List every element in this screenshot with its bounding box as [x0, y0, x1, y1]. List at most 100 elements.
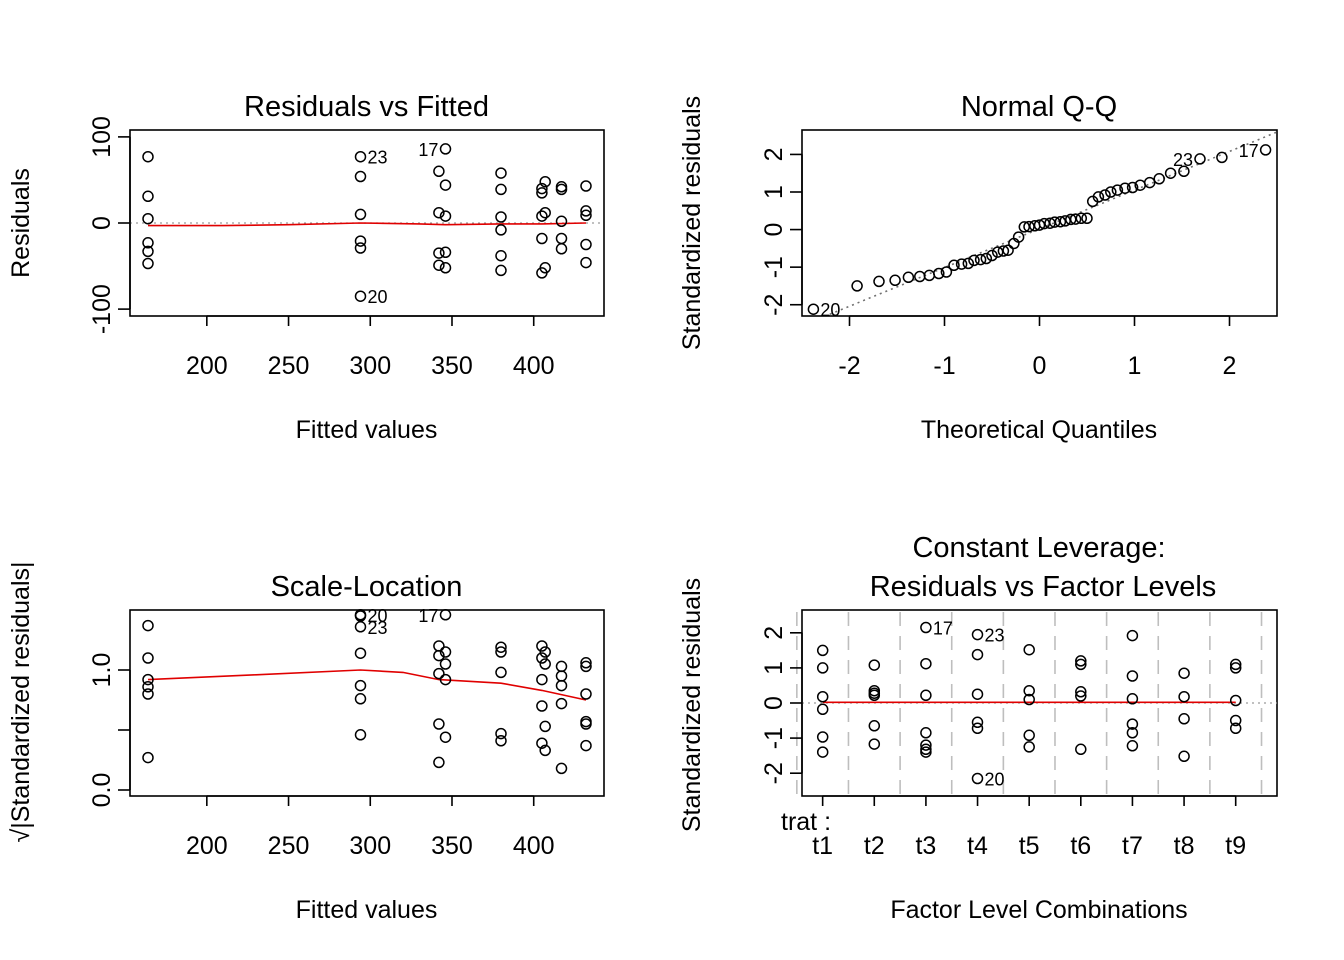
data-point [920, 739, 932, 751]
data-point [555, 762, 568, 775]
marks-layer: 17 23 20 t1 t2 t3 t4 t5 t6 t7 t8 t9 -2 -1 0 1 2 [760, 609, 1278, 860]
data-point [933, 267, 945, 280]
data-point [1111, 184, 1124, 196]
data-point [868, 720, 881, 732]
point-label: 20 [985, 769, 1005, 789]
x-tick-label: -2 [838, 352, 860, 380]
data-point [816, 731, 829, 743]
data-point [580, 657, 592, 669]
data-point [868, 689, 881, 702]
data-point [536, 232, 548, 245]
data-point [1023, 729, 1035, 742]
data-point [1023, 684, 1035, 697]
data-point [1178, 713, 1190, 725]
data-point [536, 737, 548, 749]
point-label: 20 [367, 606, 387, 626]
data-point [920, 657, 932, 670]
data-point [974, 253, 987, 266]
data-point [1259, 144, 1272, 156]
x-axis-label: Factor Level Combinations [890, 896, 1187, 924]
point-label: 23 [1173, 150, 1193, 170]
panel-subtitle: Residuals vs Factor Levels [870, 571, 1217, 603]
data-point [142, 652, 154, 664]
y-axis-label: Residuals [7, 168, 35, 278]
data-point [555, 679, 568, 692]
data-point [1126, 727, 1139, 739]
data-point [914, 270, 926, 283]
data-point [439, 143, 452, 155]
data-point [1229, 658, 1242, 671]
data-point [142, 257, 154, 270]
data-point [142, 245, 154, 258]
data-point [1229, 722, 1242, 735]
data-point [539, 658, 551, 670]
y-axis-label: Standardized residuals [678, 578, 706, 832]
data-point [439, 646, 452, 658]
x-tick-label: 200 [186, 832, 228, 860]
normal-qq-panel: Normal Q-Q Theoretical Quantiles Standar… [678, 91, 1278, 444]
data-point [580, 688, 592, 700]
data-point [354, 621, 367, 633]
data-point [354, 208, 367, 221]
data-point [142, 237, 154, 249]
data-point [971, 628, 984, 641]
data-point [580, 256, 592, 269]
y-tick-label: 2 [760, 626, 788, 640]
data-point [1229, 714, 1242, 727]
data-point [439, 262, 452, 274]
x-tick-label: t4 [967, 832, 988, 860]
y-tick-label: 100 [88, 116, 116, 158]
x-tick-label: 350 [431, 832, 473, 860]
data-point [940, 266, 953, 278]
data-point [354, 647, 367, 659]
x-tick-label: t9 [1225, 832, 1246, 860]
data-point [1081, 212, 1093, 225]
x-axis-label: Fitted values [296, 896, 438, 924]
data-point [433, 206, 445, 219]
data-point [495, 249, 507, 262]
data-point [433, 718, 445, 730]
data-point [433, 165, 445, 178]
data-point [902, 271, 915, 284]
constant-leverage-panel: Constant Leverage: Residuals vs Factor L… [678, 532, 1278, 924]
data-point [495, 211, 507, 223]
data-point [1126, 693, 1139, 705]
plot-frame [129, 609, 605, 797]
y-tick-label: 2 [760, 147, 788, 161]
y-tick-label: 0 [88, 216, 116, 230]
data-point [433, 649, 445, 662]
data-point [980, 252, 993, 265]
data-point [1075, 655, 1087, 667]
data-point [1075, 212, 1088, 225]
data-point [433, 667, 445, 680]
x-tick-label: t8 [1174, 832, 1195, 860]
data-point [539, 646, 551, 658]
marks-layer: 20 23 17 -2 -1 0 1 2 -2 -1 0 1 2 [760, 129, 1278, 380]
x-tick-label: 300 [349, 832, 391, 860]
point-label: 17 [418, 606, 438, 626]
data-point [580, 180, 592, 192]
scale-location-panel: Scale-Location Fitted values √|Standardi… [7, 561, 605, 924]
panel-title: Normal Q-Q [961, 91, 1117, 123]
x-tick-label: -1 [933, 352, 955, 380]
data-point [971, 722, 984, 735]
data-point [868, 738, 881, 750]
data-point [873, 275, 885, 288]
x-axis: 200 250 300 350 400 [186, 795, 555, 860]
data-point [1178, 690, 1190, 703]
x-axis-label: Fitted values [296, 416, 438, 444]
data-point [1119, 182, 1131, 194]
data-point [1075, 743, 1087, 756]
data-point [580, 205, 592, 217]
data-point [1126, 740, 1139, 752]
data-point [997, 245, 1010, 257]
data-point [536, 187, 548, 199]
data-point [539, 744, 551, 757]
data-point [536, 700, 548, 712]
data-point [439, 658, 452, 670]
point-label: 17 [418, 140, 438, 160]
x-tick-label: t5 [1019, 832, 1040, 860]
data-point [1023, 643, 1035, 656]
data-point [955, 258, 968, 270]
data-point [1194, 153, 1206, 165]
